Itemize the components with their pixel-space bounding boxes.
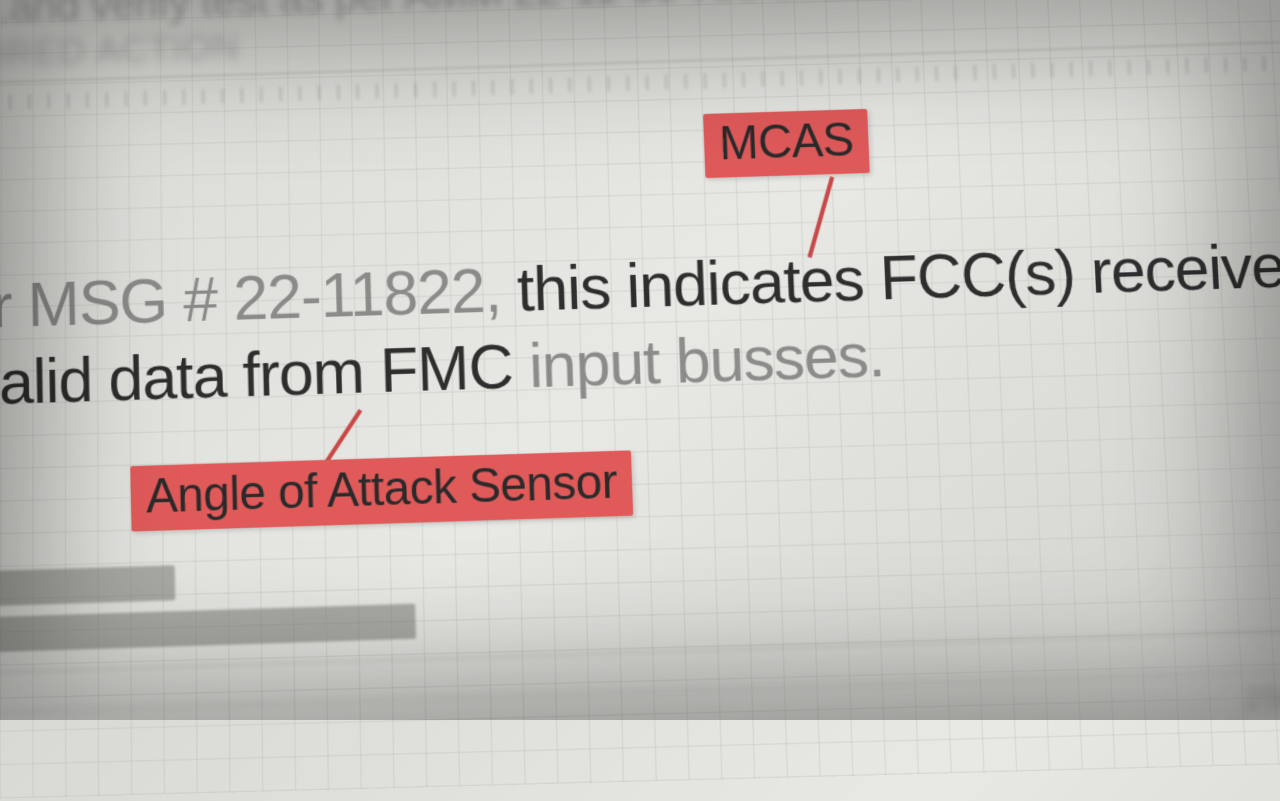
msg-suffix: input busses. xyxy=(528,320,886,401)
data-bar-1 xyxy=(0,565,175,608)
content-wrapper: ...and verify test as per AMM 22-11-00 7… xyxy=(0,0,1280,775)
rule-line-bottom-2 xyxy=(0,667,1280,715)
annotation-mcas-label: MCAS xyxy=(703,109,870,178)
annotation-aoas-label: Angle of Attack Sensor xyxy=(130,450,633,531)
main-message-text: For MSG # 22-11822, this indicates FCC(s… xyxy=(0,224,1280,424)
section-label: DESIRED ACTION xyxy=(0,26,240,77)
data-bar-2 xyxy=(0,604,416,655)
bottom-right-blurred: 2503... xyxy=(1243,677,1280,718)
msg-prefix: For MSG # 22-11822, xyxy=(0,255,518,344)
